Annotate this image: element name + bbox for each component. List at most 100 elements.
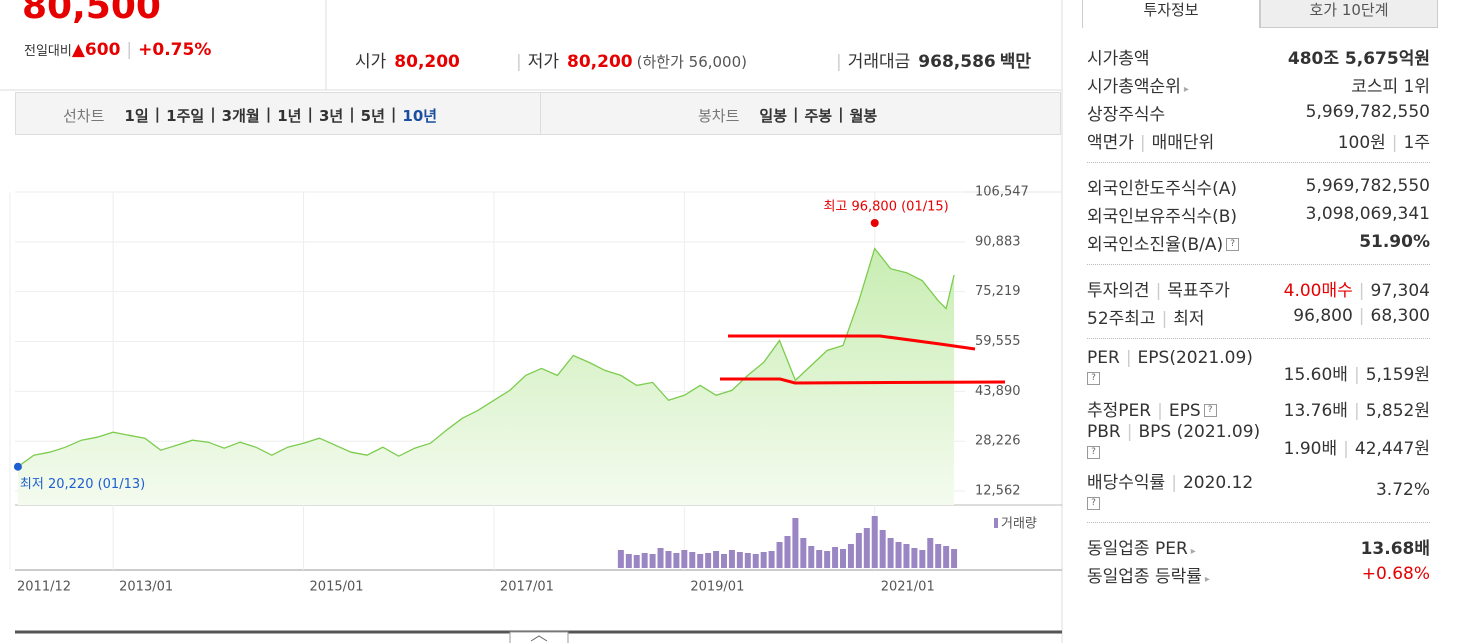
value-text: 51.90% (1359, 232, 1430, 252)
item-label: 시가 (355, 52, 387, 72)
row-values: 4.00매수 | 97,304 (1284, 276, 1430, 301)
sidebar: 투자정보 호가 10단계 시가총액 480조 5,675억원 시가총액순위 ▸ 코스피 1… (1075, 0, 1440, 643)
period-option[interactable]: 3년 (318, 107, 344, 125)
info-row: 외국인소진율(B/A)? 51.90% (1087, 228, 1430, 256)
period-bar: 선차트 1일 | 1주일 | 3개월 | 1년 | 3년 | 5년 | 10년 봉차트 일봉 | 주봉 | 월봉 (15, 92, 1061, 135)
toggle-button[interactable] (509, 631, 569, 643)
trend-line (728, 334, 976, 351)
value-text: 5,852원 (1365, 400, 1430, 421)
help-icon[interactable]: ? (1226, 238, 1240, 251)
info-section: 시가총액 480조 5,675억원 시가총액순위 ▸ 코스피 1위 상장주식수 5,969,… (1087, 42, 1430, 163)
volume-bar (911, 548, 918, 568)
separator: | (1171, 473, 1177, 493)
toggle-icon (530, 635, 548, 642)
candle-option[interactable]: 월봉 (849, 107, 878, 125)
row-label: PBR | BPS (2021.09)? (1087, 422, 1260, 459)
change-rate: +0.75% (138, 40, 212, 60)
value-text: 4.00매수 (1283, 280, 1353, 301)
volume-bar (705, 553, 712, 568)
volume-bar (728, 550, 735, 568)
volume-bar (713, 551, 720, 568)
help-icon[interactable]: ? (1087, 371, 1100, 385)
label-text: 배당수익률 (1087, 473, 1166, 493)
change-label: 전일대비 (24, 44, 72, 59)
info-row: 외국인한도주식수(A) 5,969,782,550 (1087, 172, 1430, 200)
volume-bar (633, 555, 640, 568)
more-arrow[interactable]: ▸ (1204, 573, 1210, 585)
more-arrow[interactable]: ▸ (1183, 83, 1189, 95)
candle-option[interactable]: 일봉 (759, 107, 788, 125)
trend-lines (720, 334, 1006, 385)
row-label: 동일업종 PER ▸ (1087, 534, 1196, 559)
price-item: 시가 80,200 (355, 47, 460, 72)
volume-bar (871, 516, 878, 568)
label-text: 투자의견 (1087, 280, 1150, 301)
more-arrow[interactable]: ▸ (1190, 545, 1196, 557)
label-text: 목표주가 (1167, 280, 1230, 301)
volume-bar (697, 554, 704, 568)
label-text: 동일업종 등락률 (1087, 566, 1202, 587)
volume-bar (840, 549, 846, 568)
change-line: 전일대비▲600 | +0.75% (24, 40, 212, 60)
tab[interactable]: 투자정보 (1082, 0, 1260, 28)
volume-legend: 거래량 (1001, 517, 1037, 532)
label-text: 매매단위 (1151, 132, 1215, 153)
period-option[interactable]: 1일 (124, 107, 149, 125)
row-values: 3.72% (1376, 480, 1430, 500)
period-option[interactable]: 5년 (360, 107, 385, 125)
info-row: 52주최고 | 최저 96,800 | 68,300 (1087, 302, 1430, 330)
help-icon[interactable]: ? (1087, 496, 1100, 510)
period-option[interactable]: 3개월 (221, 107, 260, 125)
info-section: 투자의견 | 목표주가 4.00매수 | 97,304 52주최고 | 최저 96,800 | 68,… (1087, 274, 1430, 339)
annotation-label: 최저 20,220 (01/13) (20, 477, 145, 492)
volume-bar (736, 552, 743, 568)
value-text: 97,304 (1370, 280, 1430, 301)
row-label: 시가총액순위 ▸ (1087, 72, 1189, 97)
separator: | (265, 105, 272, 123)
label-text: 52주최고 (1087, 308, 1156, 329)
item-label: 저가 (527, 52, 560, 72)
volume-bar (744, 553, 751, 568)
help-wrap: ? (1087, 368, 1253, 385)
row-label: 동일업종 등락률 ▸ (1087, 562, 1210, 587)
value-text: 3.72% (1375, 480, 1430, 500)
row-values: 코스피 1위 (1351, 72, 1430, 97)
period-option[interactable]: 1년 (277, 107, 302, 125)
volume-bar (855, 533, 862, 568)
row-label: 외국인보유주식수(B) (1087, 202, 1237, 227)
help-icon[interactable]: ? (1087, 445, 1100, 459)
volume-bar (824, 551, 831, 568)
row-label: 배당수익률 | 2020.12? (1087, 468, 1253, 510)
label-text: 외국인한도주식수(A) (1087, 178, 1238, 199)
volume-bar (895, 542, 902, 568)
separator: | (793, 105, 799, 123)
period-option[interactable]: 10년 (402, 107, 438, 125)
value-text: 1주 (1403, 132, 1430, 153)
row-values: 13.68배 (1361, 534, 1430, 559)
help-icon[interactable]: ? (1203, 404, 1217, 417)
label-text: 동일업종 PER (1087, 538, 1188, 559)
info-row: 상장주식수 5,969,782,550 (1087, 98, 1430, 126)
label-text: PBR (1087, 422, 1121, 442)
y-tick-label: 59,555 (975, 334, 1021, 349)
volume-bar (808, 546, 815, 568)
row-label: 액면가 | 매매단위 (1087, 128, 1214, 153)
line-chart-label: 선차트 (63, 107, 105, 125)
volume-bar (625, 554, 632, 568)
item-unit: 백만 (999, 52, 1032, 72)
row-values: 100원 | 1주 (1338, 128, 1430, 153)
separator: | (1139, 132, 1146, 153)
tab[interactable]: 호가 10단계 (1260, 0, 1438, 28)
label-text: 상장주식수 (1087, 104, 1166, 125)
value-text: 100원 (1337, 132, 1386, 153)
row-label: 추정PER | EPS? (1087, 396, 1217, 421)
row-label: PER | EPS(2021.09)? (1087, 348, 1253, 385)
separator: | (838, 105, 844, 123)
item-value: 80,200 (394, 52, 460, 72)
row-label: 투자의견 | 목표주가 (1087, 276, 1230, 301)
x-tick-label: 2011/12 (17, 580, 71, 595)
period-option[interactable]: 1주일 (166, 107, 205, 125)
info-row: 액면가 | 매매단위 100원 | 1주 (1087, 126, 1430, 154)
tabs: 투자정보 호가 10단계 (1082, 0, 1438, 28)
candle-option[interactable]: 주봉 (804, 107, 833, 125)
